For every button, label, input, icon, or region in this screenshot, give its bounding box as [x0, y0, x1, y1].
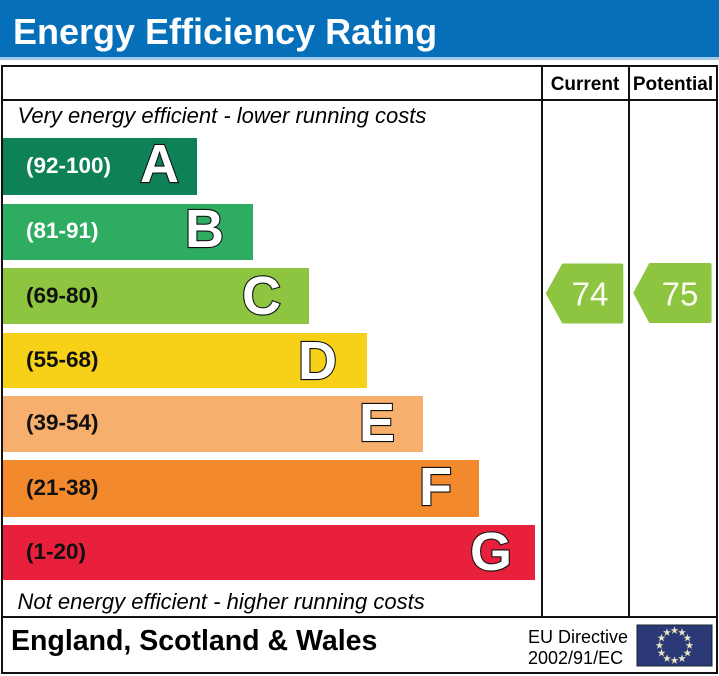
svg-text:75: 75: [662, 276, 699, 313]
svg-text:74: 74: [572, 276, 609, 313]
